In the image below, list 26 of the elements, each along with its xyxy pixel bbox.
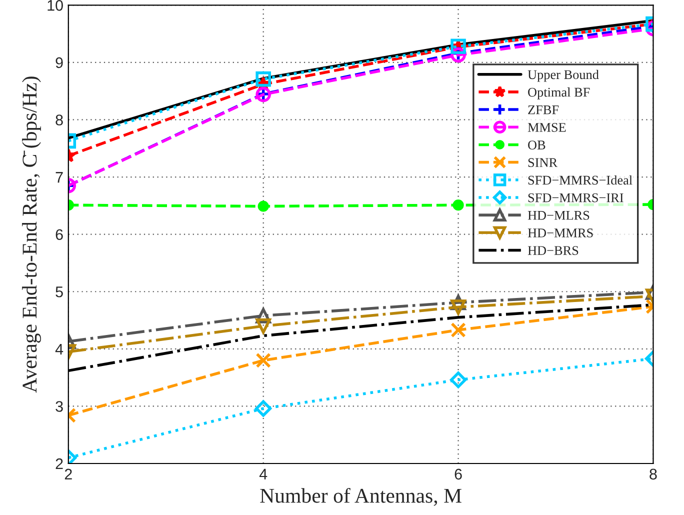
legend-label: Upper Bound <box>528 70 599 82</box>
legend-label: HD−MMRS <box>528 228 593 238</box>
legend-label: HD−MLRS <box>528 210 590 220</box>
x-tick-label: 4 <box>259 468 268 480</box>
y-tick-label: 9 <box>56 57 63 68</box>
y-tick-label: 2 <box>56 458 63 470</box>
legend-label: OB <box>528 140 546 150</box>
x-tick-label: 8 <box>650 468 657 480</box>
x-axis-title: Number of Antennas, M <box>260 488 462 506</box>
legend-label: SFD−MMRS−IRI <box>528 193 624 202</box>
y-axis-title: Average End-to-End Rate, C̄ (bps/Hz) <box>22 76 41 393</box>
legend-label: ZFBF <box>528 106 559 114</box>
legend-label: MMSE <box>528 123 566 132</box>
y-tick-label: 3 <box>56 401 63 412</box>
legend-label: HD−BRS <box>528 246 578 255</box>
y-tick-label: 4 <box>55 344 64 354</box>
y-tick-label: 5 <box>56 286 63 298</box>
legend-label: Optimal BF <box>528 87 590 100</box>
x-tick-label: 6 <box>454 468 462 480</box>
x-tick-label: 2 <box>64 468 72 480</box>
y-tick-label: 8 <box>56 114 63 126</box>
y-tick-label: 6 <box>56 229 63 240</box>
y-tick-label: 7 <box>56 172 63 183</box>
y-tick-label: 10 <box>48 0 63 11</box>
legend-label: SFD−MMRS−Ideal <box>528 175 632 185</box>
legend-label: SINR <box>528 158 558 168</box>
